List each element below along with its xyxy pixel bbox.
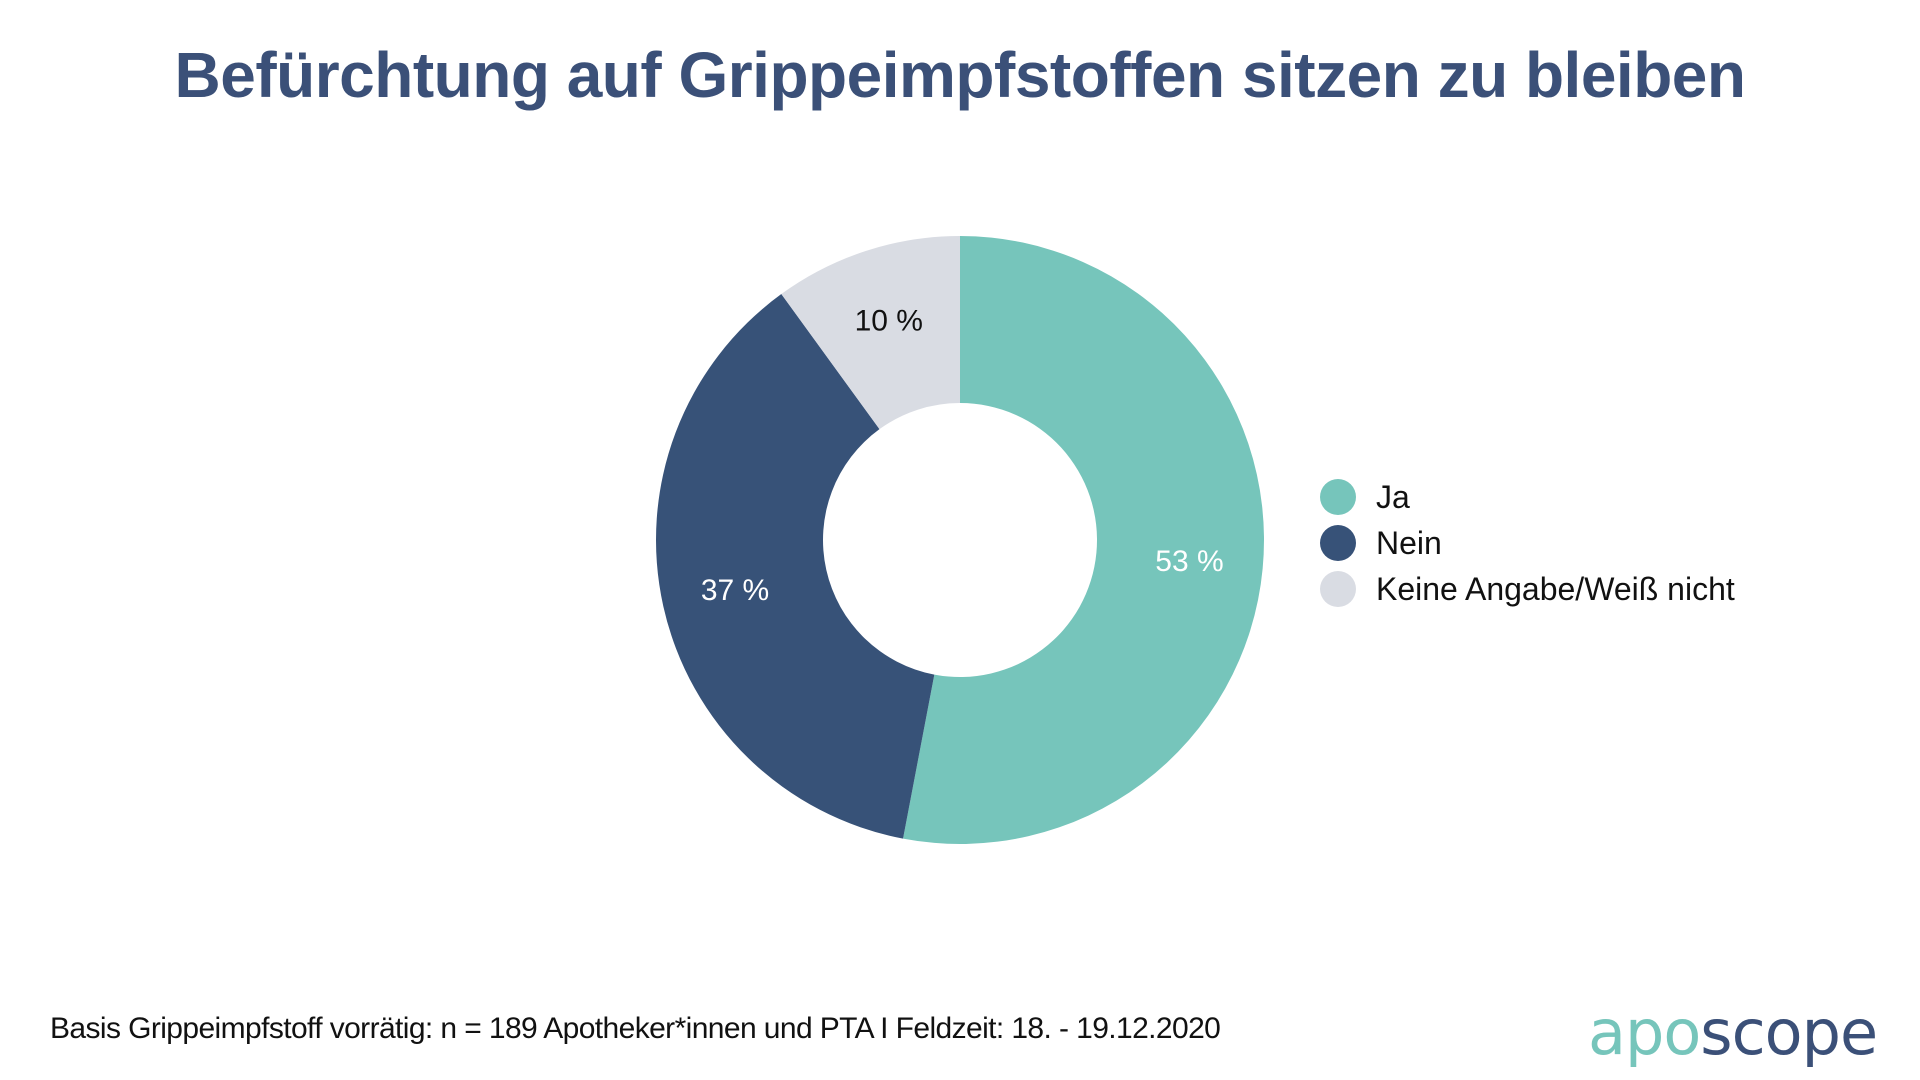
logo-text-apo: apo bbox=[1588, 996, 1701, 1069]
chart-legend: Ja Nein Keine Angabe/Weiß nicht bbox=[1320, 474, 1735, 612]
donut-slices bbox=[655, 236, 1265, 845]
donut-slice-nein bbox=[655, 294, 935, 839]
legend-item-ja: Ja bbox=[1320, 474, 1735, 520]
legend-swatch-nein bbox=[1320, 525, 1356, 561]
logo-text-scope: scope bbox=[1700, 996, 1878, 1069]
footnote-source: Basis Grippeimpfstoff vorrätig: n = 189 … bbox=[50, 1012, 1221, 1045]
legend-item-nein: Nein bbox=[1320, 520, 1735, 566]
donut-labels: 53 % 37 % 10 % bbox=[701, 304, 1224, 607]
aposcope-logo: aposcope bbox=[1588, 996, 1878, 1069]
legend-label-ja: Ja bbox=[1376, 478, 1410, 515]
slice-label-nein: 37 % bbox=[701, 574, 769, 607]
legend-label-nein: Nein bbox=[1376, 524, 1442, 561]
donut-slice-keine-angabe bbox=[781, 236, 960, 430]
donut-slice-ja bbox=[903, 236, 1265, 845]
slice-label-ja: 53 % bbox=[1155, 545, 1223, 578]
legend-swatch-ja bbox=[1320, 479, 1356, 515]
chart-title: Befürchtung auf Grippeimpfstoffen sitzen… bbox=[174, 39, 1746, 111]
slice-label-keine-angabe: 10 % bbox=[855, 304, 923, 337]
legend-label-keine-angabe: Keine Angabe/Weiß nicht bbox=[1376, 570, 1735, 607]
legend-item-keine-angabe: Keine Angabe/Weiß nicht bbox=[1320, 566, 1735, 612]
legend-swatch-keine-angabe bbox=[1320, 571, 1356, 607]
